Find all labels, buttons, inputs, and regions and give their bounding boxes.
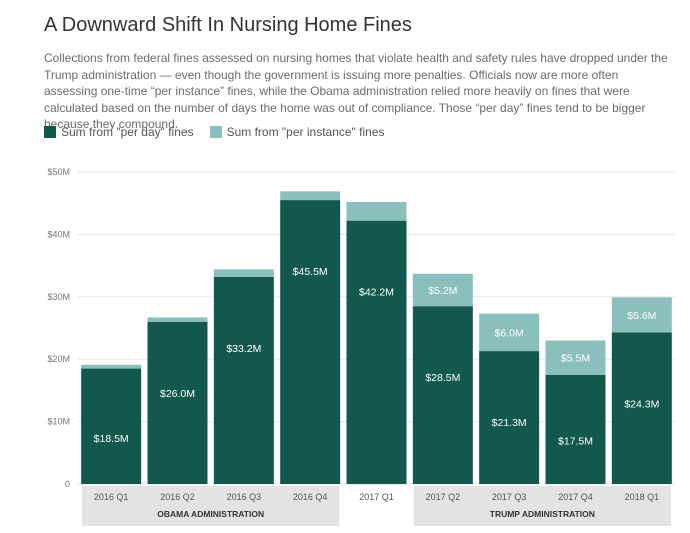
chart-description: Collections from federal fines assessed … (44, 51, 668, 131)
bars (81, 191, 672, 484)
administration-band (82, 486, 340, 526)
x-tick-label: 2017 Q3 (492, 492, 527, 502)
bar-per-instance (147, 317, 208, 322)
bar-per-instance (280, 191, 341, 201)
bar-per-day (545, 374, 606, 484)
data-label-per-day: $17.5M (558, 435, 593, 447)
data-label-per-day: $33.2M (226, 343, 261, 355)
y-tick-label: $10M (47, 417, 70, 427)
bar-per-instance (611, 297, 672, 333)
page-title: A Downward Shift In Nursing Home Fines (44, 14, 412, 36)
administration-label: TRUMP ADMINISTRATION (490, 509, 595, 519)
bar-per-instance (81, 364, 142, 369)
bar-per-day (213, 276, 274, 484)
legend-swatch-per-day (44, 126, 56, 138)
legend-item-per-day: Sum from "per day" fines (44, 125, 194, 139)
data-label-per-day: $26.0M (160, 388, 195, 400)
bar-per-instance (479, 313, 540, 352)
y-tick-label: 0 (65, 479, 70, 489)
administration-bands (82, 486, 671, 526)
labels: 0 $10M $20M $30M $40M $50M OBAMA ADMINISTRATIO… (47, 167, 659, 519)
x-tick-label: 2017 Q2 (426, 492, 461, 502)
data-label-per-instance: $6.0M (495, 327, 524, 339)
bar-per-day (147, 321, 208, 484)
x-tick-label: 2018 Q1 (625, 492, 660, 502)
x-tick-label: 2016 Q3 (227, 492, 262, 502)
bar-per-day (611, 332, 672, 484)
data-label-per-day: $21.3M (492, 417, 527, 429)
legend: Sum from "per day" fines Sum from "per i… (44, 125, 401, 139)
bar-per-instance (346, 201, 407, 221)
data-label-per-day: $18.5M (94, 433, 129, 445)
administration-label: OBAMA ADMINISTRATION (157, 509, 264, 519)
x-tick-label: 2016 Q4 (293, 492, 328, 502)
bar-per-instance (213, 269, 274, 277)
legend-swatch-per-instance (209, 126, 222, 138)
data-label-per-day: $24.3M (624, 398, 659, 410)
data-label-per-instance: $5.2M (428, 285, 457, 297)
data-label-per-day: $28.5M (425, 372, 460, 384)
data-label-per-day: $42.2M (359, 287, 394, 299)
bar-per-day (81, 368, 142, 484)
legend-item-per-instance: Sum from "per instance" fines (209, 125, 385, 139)
y-tick-label: $40M (47, 229, 70, 239)
y-tick-label: $20M (47, 354, 70, 364)
bar-per-day (412, 306, 473, 484)
y-tick-label: $30M (47, 292, 70, 302)
legend-label-per-day: Sum from "per day" fines (61, 125, 194, 139)
x-tick-label: 2016 Q1 (94, 492, 129, 502)
data-label-per-day: $45.5M (293, 266, 328, 278)
x-tick-label: 2017 Q4 (558, 492, 593, 502)
bar-per-instance (545, 340, 606, 375)
data-label-per-instance: $5.5M (561, 353, 590, 365)
y-tick-label: $50M (47, 167, 70, 177)
administration-band (413, 486, 671, 526)
bar-per-day (479, 351, 540, 484)
x-tick-label: 2017 Q1 (359, 492, 394, 502)
bar-per-day (280, 200, 341, 484)
bar-per-day (346, 220, 407, 484)
legend-label-per-instance: Sum from "per instance" fines (226, 125, 385, 139)
bar-per-instance (412, 273, 473, 307)
x-tick-label: 2016 Q2 (160, 492, 195, 502)
data-label-per-instance: $5.6M (627, 310, 656, 322)
